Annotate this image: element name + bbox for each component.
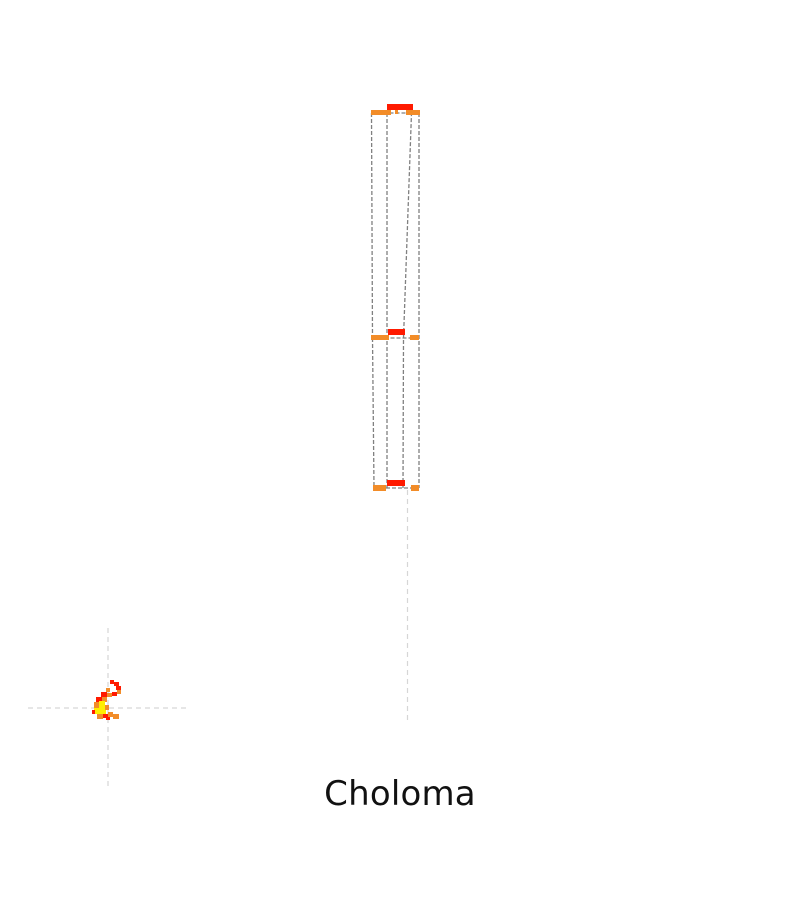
tower-outline [370, 112, 420, 489]
tower-bottom-level [373, 480, 419, 491]
heat-cluster [92, 680, 121, 720]
tower-top-level [371, 104, 420, 115]
tower-middle-level [371, 329, 419, 340]
location-caption: Choloma [324, 774, 476, 814]
